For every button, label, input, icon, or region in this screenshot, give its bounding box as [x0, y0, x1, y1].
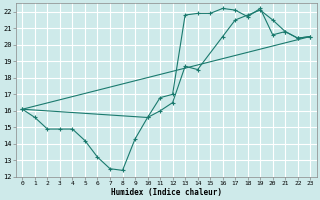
X-axis label: Humidex (Indice chaleur): Humidex (Indice chaleur): [111, 188, 222, 197]
